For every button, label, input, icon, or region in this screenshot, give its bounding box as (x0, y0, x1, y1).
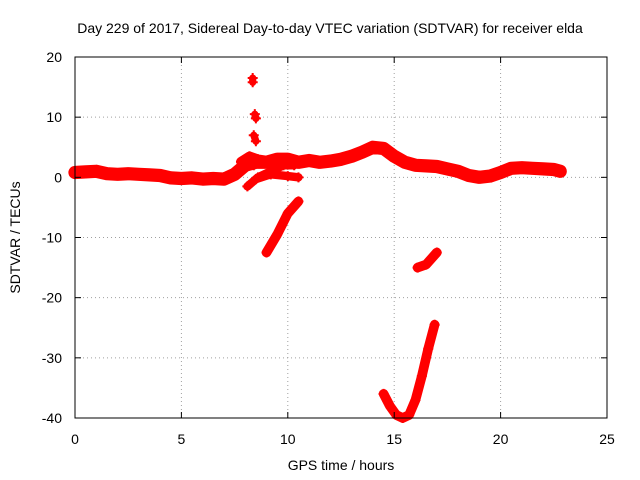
data-point (242, 181, 253, 192)
y-tick-label: -10 (42, 230, 62, 246)
data-point (527, 163, 538, 174)
data-point (187, 172, 198, 183)
data-point (416, 370, 427, 381)
data-point (278, 160, 289, 171)
data-point (474, 172, 485, 183)
y-axis-label: SDTVAR / TECUs (7, 181, 23, 293)
x-tick-label: 15 (386, 431, 402, 447)
data-point (463, 170, 474, 181)
series-branch-b (250, 169, 304, 185)
data-series (68, 73, 567, 423)
data-point (272, 154, 283, 165)
data-point (555, 166, 566, 177)
data-point (80, 166, 91, 177)
data-point (399, 157, 410, 168)
data-point (506, 163, 517, 174)
series-main-band (68, 140, 567, 186)
data-point (247, 77, 258, 88)
x-tick-label: 20 (493, 431, 509, 447)
x-axis-label: GPS time / hours (288, 457, 395, 473)
data-point (495, 167, 506, 178)
y-tick-label: 10 (46, 109, 62, 125)
y-tick-label: 0 (54, 169, 62, 185)
data-point (250, 174, 261, 185)
data-point (101, 168, 112, 179)
data-point (410, 394, 421, 405)
data-point (218, 174, 229, 185)
data-point (293, 172, 304, 183)
data-point (251, 154, 262, 165)
series-late-segment (412, 247, 442, 273)
data-point (378, 143, 389, 154)
data-point (250, 136, 261, 147)
series-spike-segments (247, 73, 262, 171)
data-point (208, 173, 219, 184)
chart-title: Day 229 of 2017, Sidereal Day-to-day VTE… (77, 20, 583, 36)
data-point (421, 160, 432, 171)
data-point (346, 151, 357, 162)
data-point (165, 172, 176, 183)
data-point (261, 247, 272, 258)
data-point (357, 147, 368, 158)
data-point (176, 173, 187, 184)
data-point (429, 319, 440, 330)
data-point (229, 169, 240, 180)
y-tick-label: -40 (42, 410, 62, 426)
y-tick-label: 20 (46, 49, 62, 65)
grid (75, 57, 607, 418)
data-point (410, 160, 421, 171)
data-point (325, 156, 336, 167)
data-point (336, 154, 346, 165)
data-point (248, 130, 259, 141)
data-point (431, 247, 442, 258)
series-deep-dip (378, 319, 440, 423)
data-point (412, 262, 423, 273)
x-tick-label: 0 (71, 431, 79, 447)
data-point (272, 229, 283, 240)
data-point (261, 155, 272, 166)
data-point (421, 259, 432, 270)
data-point (384, 400, 395, 411)
data-point (378, 388, 389, 399)
y-tick-label: -30 (42, 350, 62, 366)
data-point (197, 174, 208, 185)
data-point (144, 169, 155, 180)
data-point (293, 196, 304, 207)
data-point (282, 171, 293, 182)
data-point (314, 157, 325, 168)
series-line (378, 319, 440, 423)
data-point (367, 142, 378, 153)
data-point (112, 169, 123, 180)
data-point (133, 169, 144, 180)
data-point (423, 343, 434, 354)
x-tick-label: 10 (280, 431, 296, 447)
data-point (244, 151, 255, 162)
data-point (538, 163, 549, 174)
series-line (261, 196, 304, 258)
data-point (265, 169, 276, 180)
data-point (235, 156, 246, 167)
series-dip-arc (261, 196, 304, 258)
data-point (548, 164, 559, 175)
data-point (442, 163, 453, 174)
data-point (289, 160, 300, 171)
series-line (251, 170, 303, 184)
data-point (282, 208, 293, 219)
data-point (484, 171, 495, 182)
y-tick-label: -20 (42, 290, 62, 306)
data-point (431, 161, 442, 172)
x-tick-label: 5 (178, 431, 186, 447)
data-point (304, 155, 315, 166)
data-point (389, 151, 400, 162)
data-point (250, 113, 261, 124)
x-tick-label: 25 (599, 431, 615, 447)
data-point (91, 166, 102, 177)
axis-ticks: 0 5 10 15 20 25 -40 -30 -20 -10 0 10 20 (42, 49, 615, 447)
data-point (123, 168, 134, 179)
data-point (453, 166, 464, 177)
data-point (155, 170, 166, 181)
data-point (248, 160, 259, 171)
data-point (516, 162, 527, 173)
